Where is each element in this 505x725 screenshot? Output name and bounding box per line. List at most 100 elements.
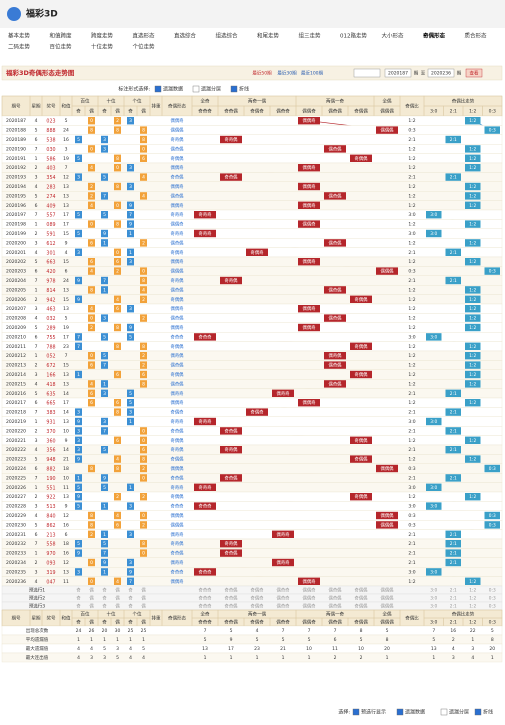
digit: 9 <box>49 231 52 237</box>
nav-tab[interactable]: 直选形态 <box>133 32 156 40</box>
nav-tab[interactable]: 大小形态 <box>382 32 405 40</box>
checkbox[interactable] <box>352 708 360 716</box>
preselect-option[interactable]: 奇 <box>128 603 133 610</box>
preselect-option[interactable]: 奇 <box>76 587 81 594</box>
nav-tab[interactable]: 基本走势 <box>8 32 31 40</box>
nav-tab[interactable]: 和尾走势 <box>257 32 280 40</box>
weekday: 3 <box>35 569 38 575</box>
checkbox[interactable] <box>396 708 404 716</box>
preselect-option[interactable]: 奇奇偶 <box>225 595 239 602</box>
preselect-option[interactable]: 奇 <box>76 603 81 610</box>
preselect-option[interactable]: 偶奇奇 <box>277 603 291 610</box>
preselect-option[interactable]: 奇 <box>76 595 81 602</box>
nav-tab[interactable]: 十位走势 <box>91 43 114 51</box>
range-link[interactable]: 最近100期 <box>301 70 324 77</box>
period-select[interactable] <box>353 68 381 78</box>
digit-hit <box>140 276 147 285</box>
preselect-option[interactable]: 偶偶奇 <box>303 595 317 602</box>
preselect-option[interactable]: 奇偶奇 <box>251 603 265 610</box>
preselect-option[interactable]: 1:2 <box>469 596 476 602</box>
checkbox[interactable] <box>154 85 162 93</box>
preselect-option[interactable]: 1:2 <box>469 604 476 610</box>
preselect-option[interactable]: 奇 <box>128 587 133 594</box>
preselect-option[interactable]: 奇 <box>102 603 107 610</box>
range-link[interactable]: 最近30期 <box>277 70 297 77</box>
preselect-option[interactable]: 奇奇奇 <box>199 595 213 602</box>
nav-tab[interactable]: 012路走势 <box>340 32 367 40</box>
from-input[interactable] <box>384 68 412 78</box>
preselect-option[interactable]: 3:0 <box>430 604 437 610</box>
digit: 2 <box>53 363 56 369</box>
preselect-option[interactable]: 偶 <box>141 587 146 594</box>
nav-tab[interactable]: 个位走势 <box>133 43 156 51</box>
preselect-option[interactable]: 2:1 <box>450 596 457 602</box>
preselect-option[interactable]: 偶 <box>89 603 94 610</box>
preselect-option[interactable]: 偶 <box>141 603 146 610</box>
preselect-option[interactable]: 偶偶偶 <box>381 595 395 602</box>
preselect-option[interactable]: 偶偶偶 <box>381 603 395 610</box>
preselect-option[interactable]: 偶奇奇 <box>277 595 291 602</box>
preselect-option[interactable]: 0:3 <box>489 596 496 602</box>
preselect-option[interactable]: 奇偶偶 <box>355 587 369 594</box>
nav-tab[interactable]: 奇偶形态 <box>423 32 446 40</box>
preselect-option[interactable]: 0:3 <box>489 604 496 610</box>
preselect-option[interactable]: 奇偶奇 <box>251 587 265 594</box>
shape-hit-label: 偶偶奇 <box>303 117 317 124</box>
to-input[interactable] <box>427 68 455 78</box>
nav-tab[interactable]: 直选综合 <box>174 32 197 40</box>
preselect-option[interactable]: 2:1 <box>450 588 457 594</box>
preselect-option[interactable]: 偶 <box>89 595 94 602</box>
preselect-option[interactable]: 偶偶偶 <box>381 587 395 594</box>
preselect-option[interactable]: 偶偶奇 <box>303 603 317 610</box>
preselect-option[interactable]: 奇奇偶 <box>225 603 239 610</box>
table-row <box>1 115 503 126</box>
digit-hit-label: 1 <box>129 250 132 256</box>
preselect-option[interactable]: 奇奇奇 <box>199 603 213 610</box>
nav-tab[interactable]: 组三走势 <box>299 32 322 40</box>
preselect-option[interactable]: 奇奇偶 <box>225 587 239 594</box>
view-button[interactable] <box>465 68 483 78</box>
weekday: 3 <box>35 175 38 181</box>
sum: 13 <box>63 193 69 199</box>
digit: 2 <box>53 240 56 246</box>
range-link[interactable]: 最近50期 <box>252 70 272 77</box>
checkbox[interactable] <box>440 708 448 716</box>
preselect-option[interactable]: 偶偶奇 <box>303 587 317 594</box>
nav-tab[interactable]: 和值跨度 <box>50 32 73 40</box>
preselect-option[interactable]: 偶 <box>89 587 94 594</box>
preselect-option[interactable]: 1:2 <box>469 588 476 594</box>
nav-tab[interactable]: 二码走势 <box>8 43 31 51</box>
preselect-option[interactable]: 奇 <box>102 587 107 594</box>
nav-tab[interactable]: 跨度走势 <box>91 32 114 40</box>
nav-tab[interactable]: 质合形态 <box>465 32 488 40</box>
preselect-option[interactable]: 偶奇偶 <box>329 595 343 602</box>
preselect-option[interactable]: 奇偶偶 <box>355 603 369 610</box>
preselect-option[interactable]: 3:0 <box>430 588 437 594</box>
preselect-option[interactable]: 偶奇奇 <box>277 587 291 594</box>
preselect-option[interactable]: 偶 <box>115 595 120 602</box>
preselect-option[interactable]: 偶 <box>115 587 120 594</box>
preselect-option[interactable]: 2:1 <box>450 604 457 610</box>
preselect-option[interactable]: 奇偶偶 <box>355 595 369 602</box>
ratio: 2:1 <box>408 560 415 566</box>
digit-hit <box>101 229 108 238</box>
checkbox[interactable] <box>230 85 238 93</box>
preselect-option[interactable]: 3:0 <box>430 596 437 602</box>
digit-hit <box>114 455 121 463</box>
preselect-option[interactable]: 奇 <box>128 595 133 602</box>
nav-tab[interactable]: 百位走势 <box>50 43 73 51</box>
preselect-option[interactable]: 偶 <box>141 595 146 602</box>
nav-tab[interactable]: 组选综合 <box>216 32 239 40</box>
preselect-option[interactable]: 偶奇偶 <box>329 603 343 610</box>
preselect-option[interactable]: 奇偶奇 <box>251 595 265 602</box>
preselect-option[interactable]: 0:3 <box>489 588 496 594</box>
digit-hit <box>88 521 95 529</box>
preselect-option[interactable]: 偶 <box>115 603 120 610</box>
preselect-option[interactable]: 偶奇偶 <box>329 587 343 594</box>
preselect-option[interactable]: 奇奇奇 <box>199 587 213 594</box>
checkbox[interactable] <box>474 708 482 716</box>
digit: 2 <box>49 269 52 275</box>
checkbox[interactable] <box>192 85 200 93</box>
ratio-hit <box>465 145 481 153</box>
preselect-option[interactable]: 奇 <box>102 595 107 602</box>
